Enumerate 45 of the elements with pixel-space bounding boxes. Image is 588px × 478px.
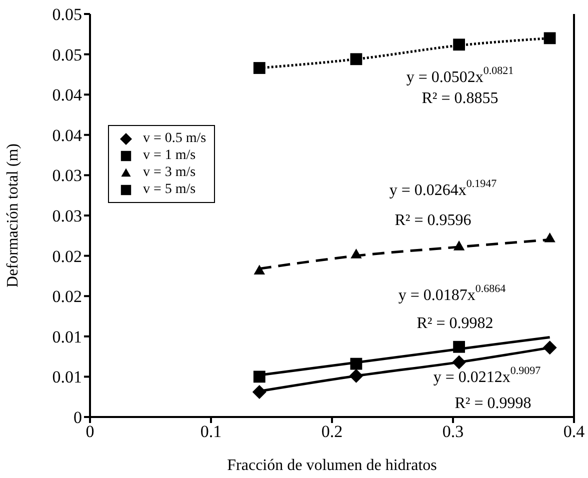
y-tick-label: 0.02 xyxy=(52,287,82,306)
legend-label: v = 1 m/s xyxy=(143,148,196,164)
x-tick-label: 0.4 xyxy=(563,422,586,442)
annotation: R² = 0.9596 xyxy=(394,212,472,228)
y-tick-label: 0.04 xyxy=(52,86,82,105)
point xyxy=(544,232,556,242)
annotation: R² = 0.8855 xyxy=(422,90,498,106)
point xyxy=(453,240,465,250)
point xyxy=(253,62,266,74)
annotation: y = 0.0502x$^{0.0821}$ xyxy=(406,65,514,86)
point xyxy=(542,340,557,355)
point xyxy=(350,248,362,258)
point xyxy=(252,385,266,400)
point xyxy=(544,32,556,44)
y-tick-label: 0.01 xyxy=(52,368,82,387)
point xyxy=(350,358,362,370)
x-axis-title: Fracción de volumen de hidratos xyxy=(227,457,437,474)
y-tick-label: 0.02 xyxy=(52,246,82,266)
point xyxy=(452,355,466,370)
y-tick-label: 0.03 xyxy=(52,166,82,186)
point xyxy=(253,370,266,383)
x-tick-label: 0.3 xyxy=(442,422,464,442)
point xyxy=(350,53,362,66)
y-tick-label: 0.04 xyxy=(52,126,82,145)
legend-label: v = 5 m/s xyxy=(143,182,196,198)
annotation: y = 0.0187x$^{0.6864}$ xyxy=(398,283,506,304)
x-tick-label: 0.2 xyxy=(321,422,343,442)
y-tick-label: 0.03 xyxy=(52,206,82,226)
annotation: y = 0.0264x$^{0.1947}$ xyxy=(389,178,498,198)
point xyxy=(254,264,265,275)
y-tick-label: 0.05 xyxy=(52,45,82,64)
legend-label: v = 3 m/s xyxy=(143,164,196,180)
y-tick-label: 0.01 xyxy=(52,327,82,346)
annotation: R² = 0.9982 xyxy=(416,314,494,332)
point xyxy=(453,340,465,353)
y-tick-label: 0.05 xyxy=(52,5,82,24)
x-tick-label: 0 xyxy=(86,422,94,442)
annotation: R² = 0.9998 xyxy=(454,394,532,412)
legend-label: v = 0.5 m/s xyxy=(143,130,206,146)
annotation: y = 0.0212x$^{0.9097}$ xyxy=(433,365,542,386)
point xyxy=(453,38,465,51)
x-tick-label: 0.1 xyxy=(200,422,222,442)
y-tick-label: 0 xyxy=(74,408,82,428)
y-axis-title: Deformación total (m) xyxy=(4,144,22,288)
point xyxy=(349,368,364,383)
